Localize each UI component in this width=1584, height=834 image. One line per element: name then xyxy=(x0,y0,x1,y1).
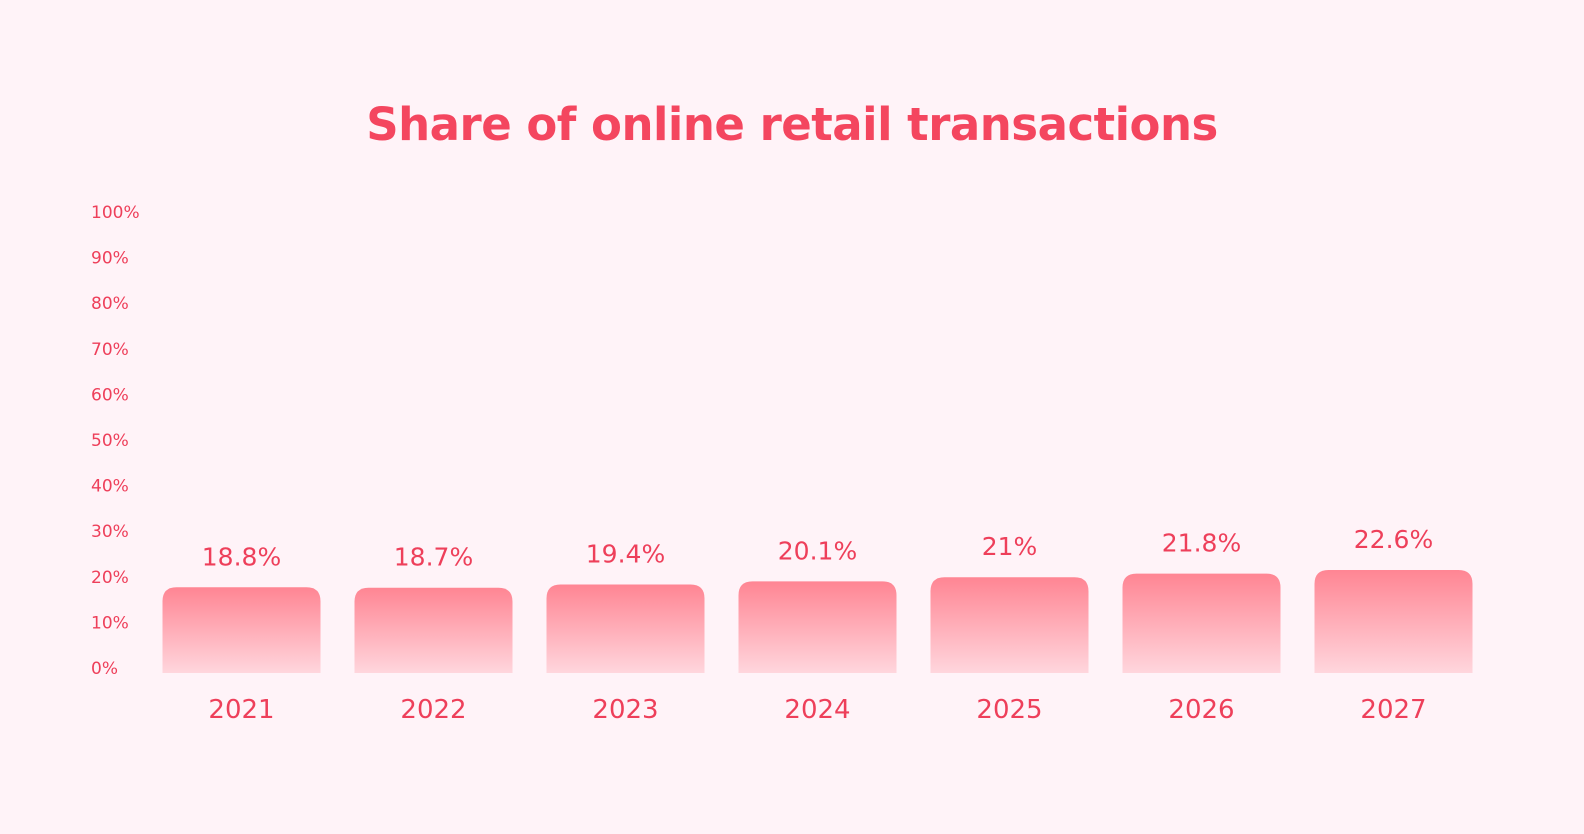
bar-2024 xyxy=(738,581,897,673)
y-axis: 0% 10% 20% 30% 40% 50% 60% 70% 80% 90% 100% xyxy=(91,203,140,679)
bar-2027 xyxy=(1314,569,1473,673)
ytick-label: 70% xyxy=(91,340,129,360)
ytick-label: 50% xyxy=(91,431,129,451)
xtick-label-2024: 2024 xyxy=(784,695,850,725)
xtick-label-2021: 2021 xyxy=(208,695,274,725)
bar-2022 xyxy=(354,587,513,673)
bar-2021 xyxy=(162,587,321,673)
bar-2023 xyxy=(546,584,705,673)
data-label-2022: 18.7% xyxy=(394,543,473,572)
bar-2025 xyxy=(930,577,1089,673)
chart-title: Share of online retail transactions xyxy=(366,98,1218,151)
ytick-label: 40% xyxy=(91,477,129,497)
data-label-2023: 19.4% xyxy=(586,540,665,569)
data-label-2026: 21.8% xyxy=(1162,529,1241,558)
ytick-label: 10% xyxy=(91,613,129,633)
xtick-label-2022: 2022 xyxy=(400,695,466,725)
xtick-label-2023: 2023 xyxy=(592,695,658,725)
x-axis: 2021 2022 2023 2024 2025 2026 2027 xyxy=(208,695,1426,725)
ytick-label: 30% xyxy=(91,522,129,542)
data-label-2025: 21% xyxy=(982,532,1038,561)
xtick-label-2027: 2027 xyxy=(1360,695,1426,725)
data-label-2021: 18.8% xyxy=(202,542,281,571)
data-label-2027: 22.6% xyxy=(1354,525,1433,554)
ytick-label: 90% xyxy=(91,249,129,269)
bar-2026 xyxy=(1122,573,1281,673)
xtick-label-2026: 2026 xyxy=(1168,695,1234,725)
ytick-label: 80% xyxy=(91,294,129,314)
ytick-label: 20% xyxy=(91,568,129,588)
ytick-label: 100% xyxy=(91,203,140,223)
bars-group: 18.8% 18.7% 19.4% 20.1% 21% 21.8% 22.6% xyxy=(162,525,1473,673)
ytick-label: 60% xyxy=(91,385,129,405)
data-label-2024: 20.1% xyxy=(778,536,857,565)
xtick-label-2025: 2025 xyxy=(976,695,1042,725)
ytick-label: 0% xyxy=(91,659,118,679)
